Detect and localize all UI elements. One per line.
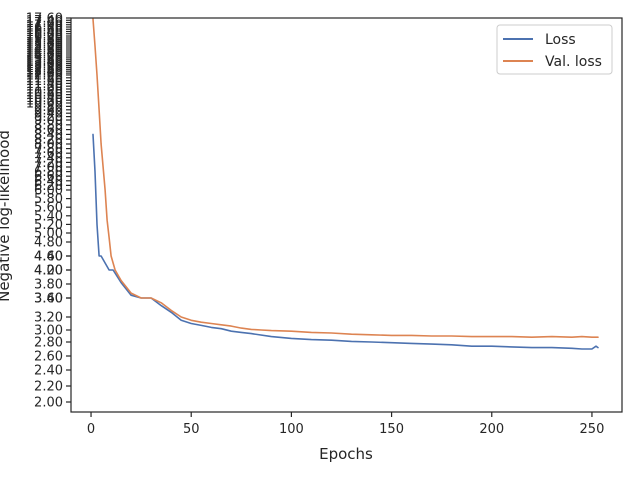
y-tick-label: 2.60 bbox=[34, 350, 63, 365]
y-tick-label: 4.00 bbox=[34, 264, 63, 279]
y-tick-label: 2.40 bbox=[34, 364, 63, 379]
y-tick-label: 11.20 bbox=[26, 80, 63, 95]
y-tick-label: 8.00 bbox=[34, 138, 63, 153]
y-tick-label: 16.00 bbox=[26, 30, 63, 45]
y-tick-label: 3.80 bbox=[34, 278, 63, 293]
y-tick-label: 13.80 bbox=[26, 51, 63, 66]
y-tick-label: 2.00 bbox=[34, 396, 63, 411]
y-tick-label: 8.40 bbox=[34, 128, 63, 143]
x-tick-label: 200 bbox=[479, 422, 504, 437]
y-tick-label: 16.20 bbox=[26, 27, 63, 42]
y-tick-label: 11.00 bbox=[26, 83, 63, 98]
legend: Loss Val. loss bbox=[496, 24, 613, 75]
y-tick-label: 13.20 bbox=[26, 57, 63, 72]
y-tick-label: 14.40 bbox=[26, 46, 63, 61]
y-tick-label: 14.60 bbox=[26, 44, 63, 59]
y-tick-label: 6.60 bbox=[34, 170, 63, 185]
y-tick-label: 4.60 bbox=[34, 250, 63, 265]
y-tick-label: 3.40 bbox=[34, 292, 63, 307]
y-tick-label: 3.20 bbox=[34, 311, 63, 326]
y-tick-label: 10.00 bbox=[26, 97, 63, 112]
y-tick-label: 2.20 bbox=[34, 380, 63, 395]
y-tick-label: 7.40 bbox=[34, 151, 63, 166]
y-tick-label: 17.60 bbox=[26, 12, 63, 27]
y-tick-label: 10.80 bbox=[26, 85, 63, 100]
y-tick-label: 8.80 bbox=[34, 118, 63, 133]
y-tick-label: 4.20 bbox=[34, 264, 63, 279]
y-tick-label: 17.40 bbox=[26, 14, 63, 29]
series-line-loss bbox=[92, 133, 599, 350]
y-tick-label: 15.80 bbox=[26, 32, 63, 47]
axes-layer: 0 50 100 150 200 2502.002.202.402.602.803.003… bbox=[26, 12, 623, 437]
y-tick-label: 3.00 bbox=[34, 324, 63, 339]
y-tick-label: 15.40 bbox=[26, 36, 63, 51]
legend-label-loss: Loss bbox=[545, 32, 576, 48]
y-tick-label: 17.20 bbox=[26, 16, 63, 31]
y-tick-label: 6.40 bbox=[34, 174, 63, 189]
series-line-val-loss bbox=[92, 18, 599, 339]
x-tick-label: 150 bbox=[379, 422, 404, 437]
y-tick-label: 2.80 bbox=[34, 336, 63, 351]
y-tick-label: 14.80 bbox=[26, 42, 63, 57]
x-tick-label: 50 bbox=[183, 422, 200, 437]
y-tick-label: 10.40 bbox=[26, 91, 63, 106]
y-tick-label: 7.60 bbox=[34, 147, 63, 162]
y-tick-label: 5.40 bbox=[34, 209, 63, 224]
y-tick-label: 11.60 bbox=[26, 74, 63, 89]
x-axis-label: Epochs bbox=[319, 445, 373, 463]
y-tick-label: 12.00 bbox=[26, 69, 63, 84]
y-tick-label: 5.60 bbox=[34, 201, 63, 216]
y-tick-label: 5.00 bbox=[34, 227, 63, 242]
y-tick-label: 3.60 bbox=[34, 292, 63, 307]
y-tick-label: 9.80 bbox=[34, 100, 63, 115]
y-tick-label: 6.80 bbox=[34, 165, 63, 180]
y-tick-label: 5.80 bbox=[34, 192, 63, 207]
y-tick-label: 11.40 bbox=[26, 77, 63, 92]
x-tick-label: 100 bbox=[279, 422, 304, 437]
y-tick-label: 15.00 bbox=[26, 40, 63, 55]
y-tick-label: 5.20 bbox=[34, 218, 63, 233]
y-tick-label: 12.40 bbox=[26, 65, 63, 80]
y-tick-label: 9.20 bbox=[34, 110, 63, 125]
y-tick-label: 10.60 bbox=[26, 88, 63, 103]
y-tick-label: 12.80 bbox=[26, 61, 63, 76]
y-tick-label: 16.80 bbox=[26, 21, 63, 36]
y-tick-label: 14.00 bbox=[26, 50, 63, 65]
y-tick-label: 7.80 bbox=[34, 142, 63, 157]
y-tick-label: 6.20 bbox=[34, 179, 63, 194]
y-tick-label: 4.80 bbox=[34, 236, 63, 251]
y-tick-label: 13.00 bbox=[26, 59, 63, 74]
y-tick-label: 8.60 bbox=[34, 123, 63, 138]
y-tick-label: 11.80 bbox=[26, 71, 63, 86]
y-tick-label: 12.20 bbox=[26, 67, 63, 82]
y-axis-label: Negative log-likelihood bbox=[0, 130, 13, 302]
y-tick-label: 13.40 bbox=[26, 55, 63, 70]
y-tick-label: 4.40 bbox=[34, 250, 63, 265]
y-tick-label: 16.60 bbox=[26, 23, 63, 38]
x-tick-label: 250 bbox=[580, 422, 605, 437]
series-layer bbox=[92, 18, 599, 350]
legend-label-val-loss: Val. loss bbox=[545, 54, 602, 70]
y-tick-label: 16.40 bbox=[26, 25, 63, 40]
x-tick-label: 0 bbox=[87, 422, 95, 437]
y-tick-label: 13.60 bbox=[26, 53, 63, 68]
y-tick-label: 6.00 bbox=[34, 184, 63, 199]
y-tick-label: 10.20 bbox=[26, 94, 63, 109]
axes-frame bbox=[70, 17, 623, 413]
y-tick-label: 15.60 bbox=[26, 34, 63, 49]
y-tick-label: 9.60 bbox=[34, 103, 63, 118]
y-tick-label: 7.00 bbox=[34, 161, 63, 176]
y-tick-label: 7.20 bbox=[34, 156, 63, 171]
y-tick-label: 8.20 bbox=[34, 133, 63, 148]
y-tick-label: 9.40 bbox=[34, 107, 63, 122]
y-tick-label: 15.20 bbox=[26, 38, 63, 53]
y-tick-label: 12.60 bbox=[26, 63, 63, 78]
y-tick-label: 9.00 bbox=[34, 114, 63, 129]
y-tick-label: 17.00 bbox=[26, 18, 63, 33]
y-tick-label: 14.20 bbox=[26, 48, 63, 63]
